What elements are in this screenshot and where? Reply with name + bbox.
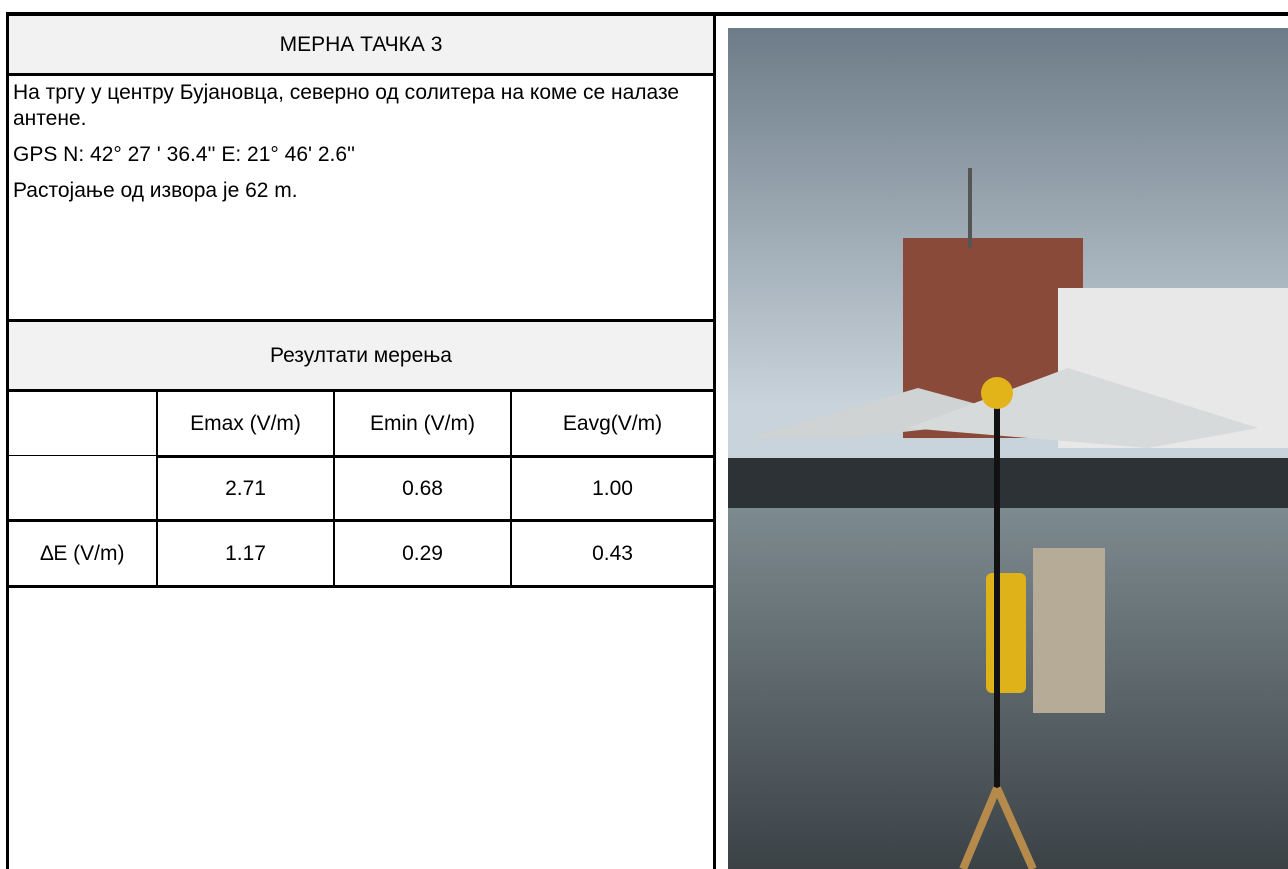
point-title: МЕРНА ТАЧКА 3 bbox=[280, 33, 443, 57]
results-title: Резултати мерења bbox=[270, 344, 452, 368]
column-header: Eavg(V/m) bbox=[510, 392, 713, 455]
value-cell: 2.71 bbox=[156, 458, 333, 519]
merged-cell bbox=[9, 456, 156, 460]
column-header: Emax (V/m) bbox=[156, 392, 333, 455]
row-label: ∆E (V/m) bbox=[9, 522, 156, 585]
value-cell: 0.68 bbox=[333, 458, 510, 519]
empty-cell bbox=[9, 392, 156, 455]
uncertainty-cell: 0.43 bbox=[510, 522, 713, 585]
gps-text: GPS N: 42° 27 ' 36.4'' E: 21° 46' 2.6'' bbox=[13, 142, 709, 168]
results-header: Резултати мерења bbox=[9, 322, 713, 392]
point-header: МЕРНА ТАЧКА 3 bbox=[9, 16, 713, 76]
empty-cell bbox=[9, 458, 156, 519]
column-header: Emin (V/m) bbox=[333, 392, 510, 455]
value-cell: 1.00 bbox=[510, 458, 713, 519]
uncertainty-cell: 0.29 bbox=[333, 522, 510, 585]
description: На тргу у центру Бујановца, северно од с… bbox=[9, 76, 713, 322]
page: МЕРНА ТАЧКА 3 На тргу у центру Бујановца… bbox=[0, 0, 1288, 869]
column-header-row: Emax (V/m)Emin (V/m)Eavg(V/m) bbox=[9, 392, 713, 458]
location-text: На тргу у центру Бујановца, северно од с… bbox=[13, 80, 709, 132]
uncertainty-cell: 1.17 bbox=[156, 522, 333, 585]
info-table: МЕРНА ТАЧКА 3 На тргу у центру Бујановца… bbox=[6, 16, 716, 869]
distance-text: Растојање од извора је 62 m. bbox=[13, 178, 709, 204]
site-photo bbox=[728, 28, 1288, 869]
